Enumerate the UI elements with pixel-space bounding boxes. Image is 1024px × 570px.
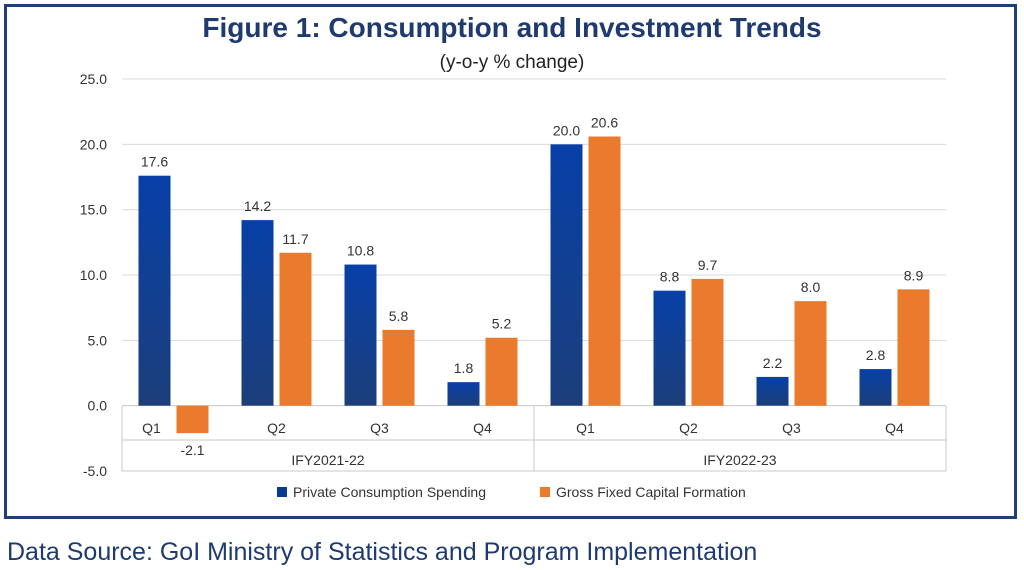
data-label: 8.0 — [801, 279, 821, 295]
data-label: 2.8 — [866, 347, 886, 363]
bar-chart: 25.0 20.0 15.0 10.0 5.0 0.0 -5.0 17.6 14.2 10.8 1.… — [80, 71, 947, 500]
bar-private-consumption — [550, 144, 583, 406]
y-tick-label: 0.0 — [88, 398, 108, 414]
data-label: 5.8 — [389, 308, 409, 324]
data-label: 8.9 — [904, 267, 924, 283]
group-label: IFY2022-23 — [703, 452, 776, 468]
y-tick-label: 20.0 — [80, 136, 107, 152]
category-label: Q3 — [782, 420, 801, 436]
category-label: Q3 — [370, 420, 389, 436]
legend-label: Private Consumption Spending — [293, 484, 486, 500]
category-label: Q4 — [885, 420, 904, 436]
bar-gross-fixed-capital — [279, 252, 312, 406]
data-label: -2.1 — [180, 442, 204, 458]
bar-private-consumption — [447, 382, 480, 406]
legend-swatch — [540, 487, 550, 497]
bar-gross-fixed-capital — [382, 329, 415, 406]
bar-gross-fixed-capital — [897, 289, 930, 406]
data-label: 20.0 — [553, 122, 580, 138]
data-label: 17.6 — [141, 154, 168, 170]
data-label: 11.7 — [282, 231, 308, 247]
chart-frame — [4, 4, 1017, 519]
data-label: 10.8 — [347, 243, 374, 259]
data-label: 8.8 — [660, 269, 680, 285]
bar-gross-fixed-capital — [588, 136, 621, 406]
bar-gross-fixed-capital — [176, 405, 209, 434]
legend-swatch — [277, 487, 287, 497]
data-label: 14.2 — [244, 198, 271, 214]
data-source-note: Data Source: GoI Ministry of Statistics … — [7, 538, 758, 566]
category-label: Q1 — [142, 420, 161, 436]
bar-private-consumption — [653, 290, 686, 406]
data-label: 2.2 — [763, 355, 783, 371]
bar-gross-fixed-capital — [485, 337, 518, 406]
category-label: Q2 — [679, 420, 698, 436]
data-label: 9.7 — [698, 257, 718, 273]
category-label: Q2 — [267, 420, 286, 436]
bar-private-consumption — [138, 175, 171, 406]
category-label: Q1 — [576, 420, 595, 436]
y-tick-label: 10.0 — [80, 267, 107, 283]
data-label: 20.6 — [591, 114, 618, 130]
y-tick-label: 25.0 — [80, 71, 107, 87]
bar-private-consumption — [859, 369, 892, 406]
y-tick-label: -5.0 — [83, 463, 107, 479]
chart-subtitle: (y-o-y % change) — [439, 52, 585, 73]
data-label: 5.2 — [492, 316, 512, 332]
category-label: Q4 — [473, 420, 492, 436]
group-label: IFY2021-22 — [291, 452, 364, 468]
bar-private-consumption — [241, 220, 274, 406]
bar-private-consumption — [344, 264, 377, 406]
bar-gross-fixed-capital — [691, 278, 724, 406]
bar-gross-fixed-capital — [794, 301, 827, 406]
bar-private-consumption — [756, 376, 789, 406]
y-tick-label: 15.0 — [80, 202, 107, 218]
y-tick-label: 5.0 — [88, 332, 108, 348]
legend-label: Gross Fixed Capital Formation — [556, 484, 746, 500]
chart-title: Figure 1: Consumption and Investment Tre… — [202, 12, 822, 43]
data-label: 1.8 — [454, 360, 474, 376]
